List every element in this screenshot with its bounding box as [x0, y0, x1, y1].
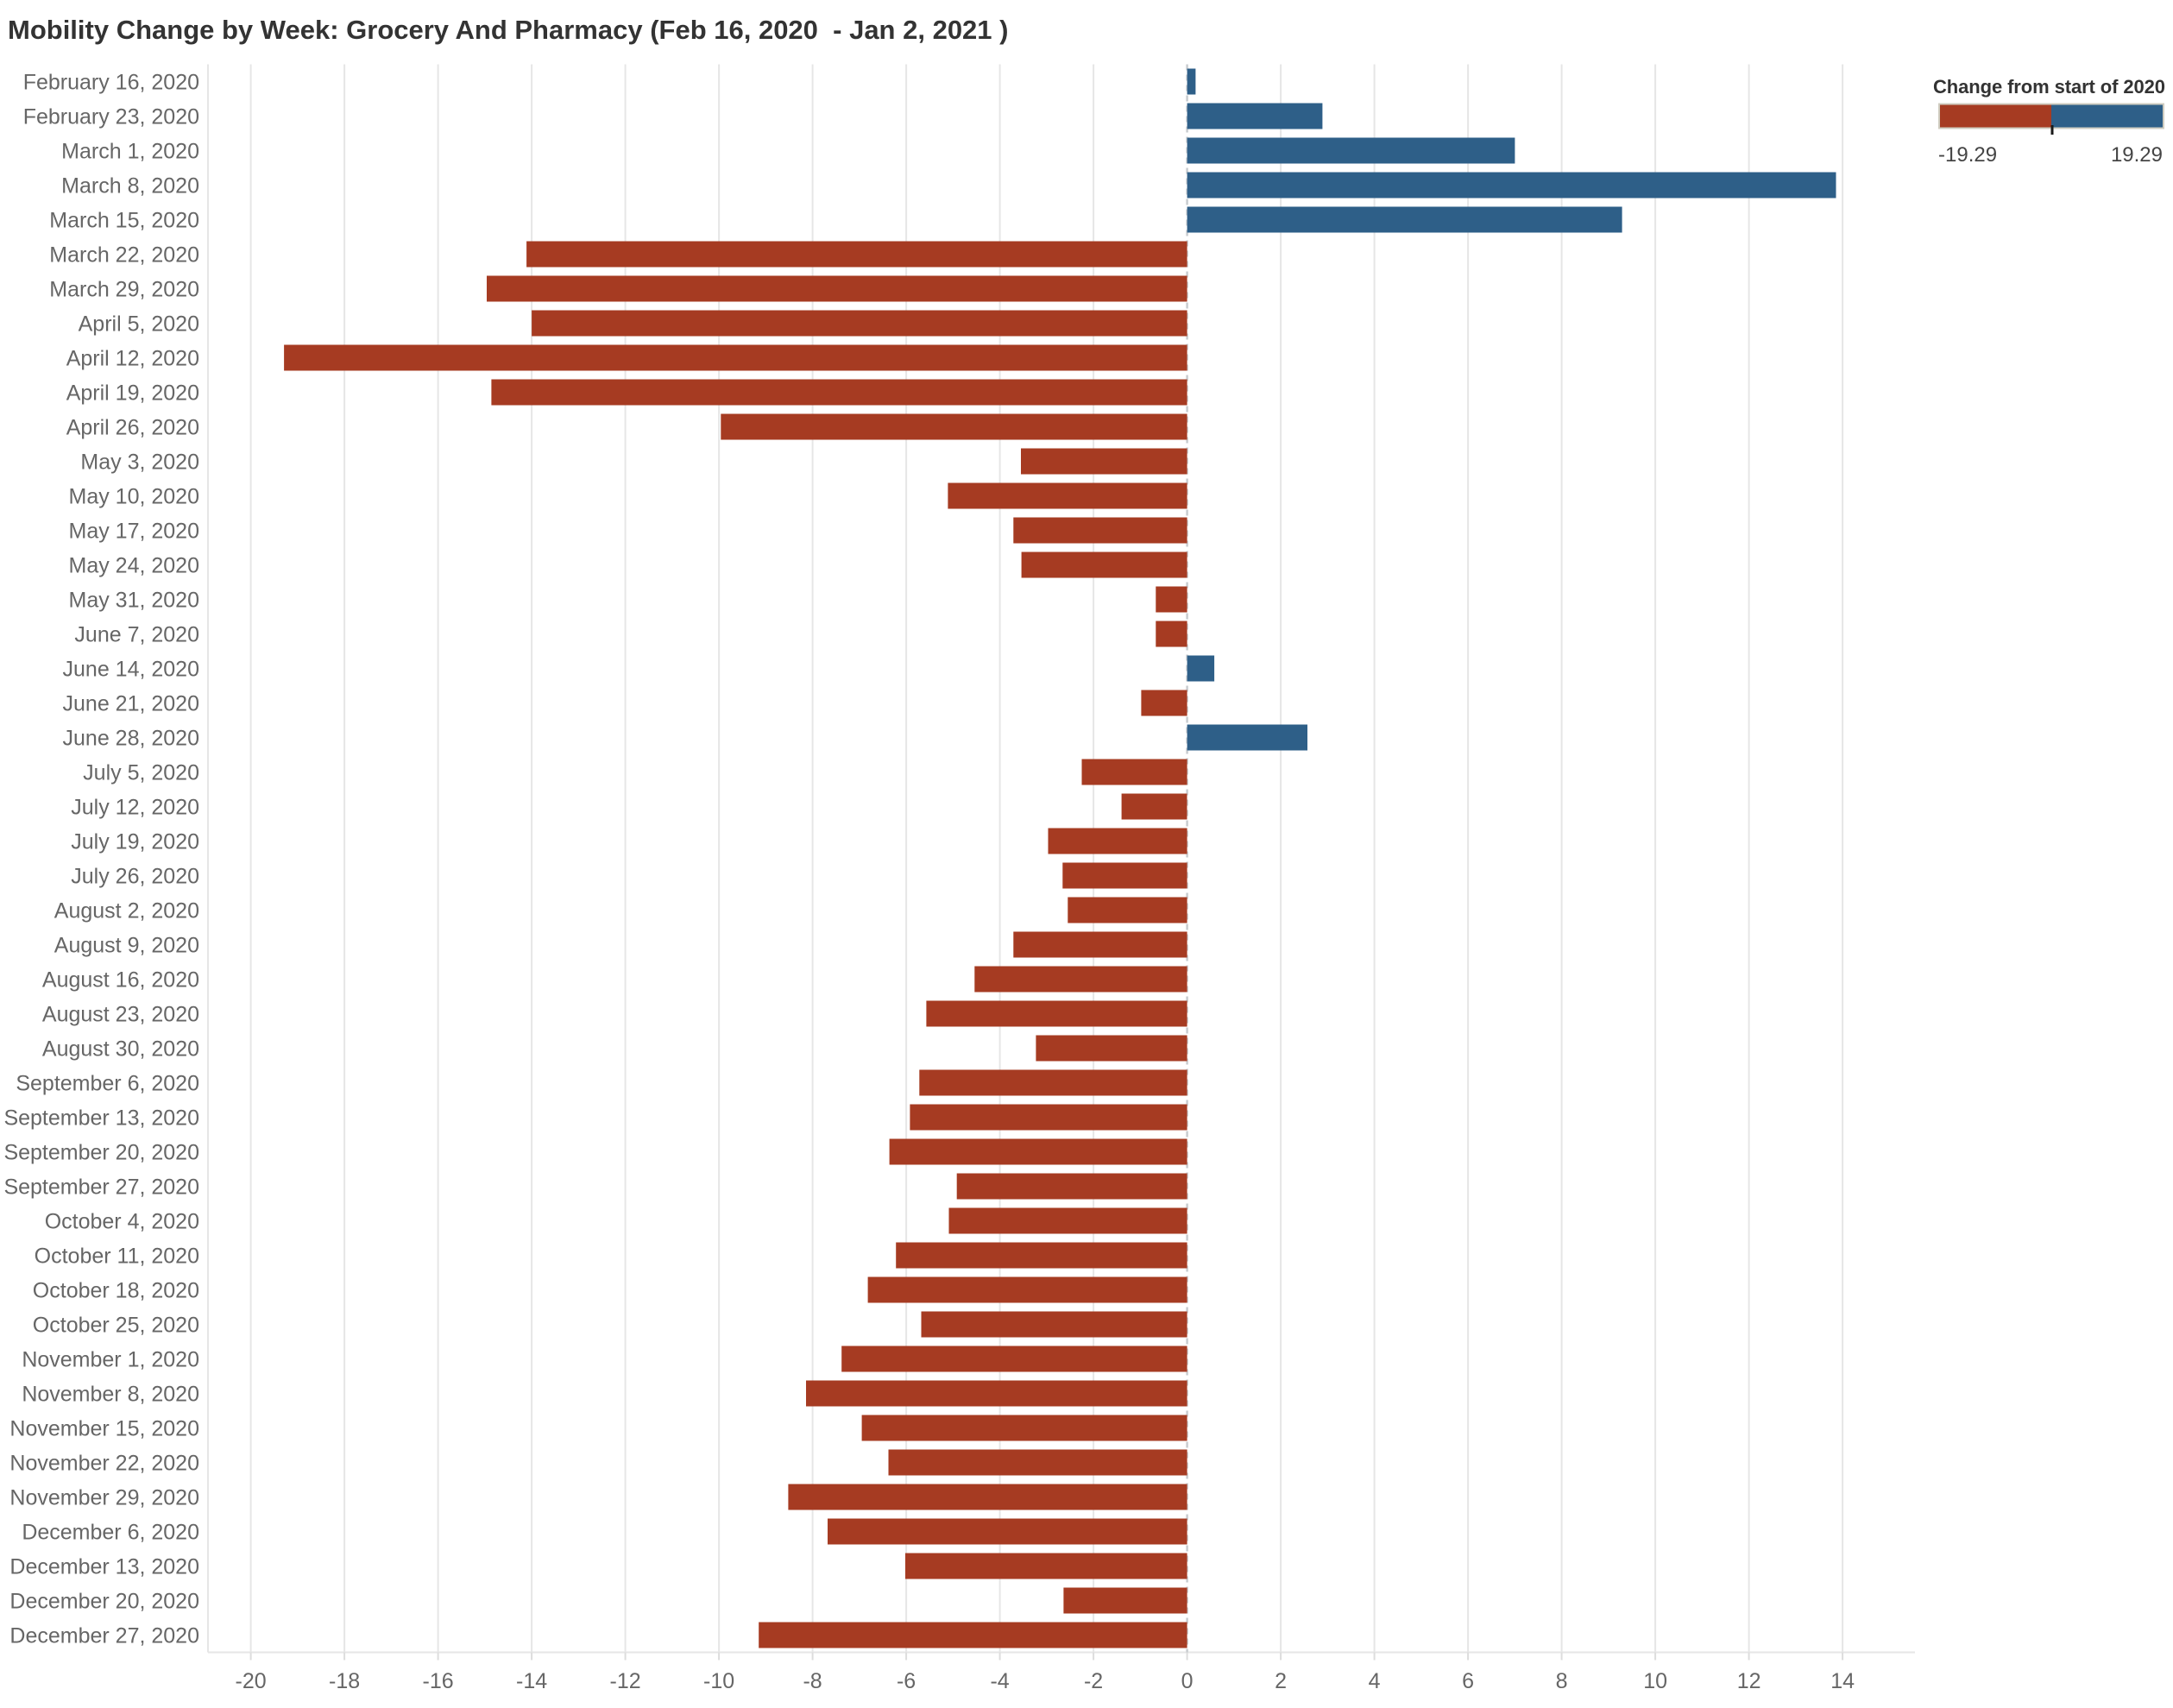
svg-text:November 1, 2020: November 1, 2020 [22, 1347, 199, 1371]
svg-text:Change from start of 2020: Change from start of 2020 [1933, 76, 2165, 98]
svg-text:June 28, 2020: June 28, 2020 [63, 726, 199, 750]
svg-text:August 30, 2020: August 30, 2020 [42, 1037, 199, 1061]
svg-text:May 10, 2020: May 10, 2020 [69, 484, 200, 508]
svg-text:-18: -18 [329, 1669, 360, 1693]
svg-text:May 3, 2020: May 3, 2020 [80, 450, 199, 474]
svg-text:October 18, 2020: October 18, 2020 [33, 1278, 199, 1302]
svg-text:March 15, 2020: March 15, 2020 [49, 208, 199, 232]
svg-text:March 22, 2020: March 22, 2020 [49, 243, 199, 267]
svg-text:-4: -4 [990, 1669, 1009, 1693]
svg-text:November 22, 2020: November 22, 2020 [9, 1451, 199, 1475]
svg-text:February 16, 2020: February 16, 2020 [23, 70, 199, 94]
svg-text:-19.29: -19.29 [1938, 143, 1997, 167]
svg-text:December 13, 2020: December 13, 2020 [9, 1554, 199, 1579]
svg-text:October 11, 2020: October 11, 2020 [35, 1244, 199, 1268]
svg-text:March 1, 2020: March 1, 2020 [61, 139, 199, 163]
svg-text:June 21, 2020: June 21, 2020 [63, 691, 199, 715]
svg-text:12: 12 [1737, 1669, 1761, 1693]
svg-text:December 27, 2020: December 27, 2020 [9, 1623, 199, 1648]
svg-text:August 16, 2020: August 16, 2020 [42, 967, 199, 992]
svg-text:-6: -6 [897, 1669, 916, 1693]
svg-text:-20: -20 [236, 1669, 267, 1693]
svg-text:October 4, 2020: October 4, 2020 [45, 1209, 199, 1233]
svg-text:May 24, 2020: May 24, 2020 [69, 553, 200, 577]
svg-text:4: 4 [1369, 1669, 1381, 1693]
svg-text:September 20, 2020: September 20, 2020 [3, 1140, 199, 1164]
svg-text:May 17, 2020: May 17, 2020 [69, 519, 200, 543]
svg-text:August 9, 2020: August 9, 2020 [54, 933, 199, 957]
svg-text:December 20, 2020: December 20, 2020 [9, 1589, 199, 1613]
svg-text:-2: -2 [1084, 1669, 1103, 1693]
svg-text:November 29, 2020: November 29, 2020 [9, 1485, 199, 1509]
svg-text:2: 2 [1275, 1669, 1287, 1693]
svg-text:19.29: 19.29 [2111, 143, 2163, 167]
svg-text:September 13, 2020: September 13, 2020 [3, 1106, 199, 1130]
svg-text:July 26, 2020: July 26, 2020 [71, 864, 199, 888]
svg-text:April 12, 2020: April 12, 2020 [66, 346, 199, 370]
svg-text:March 29, 2020: March 29, 2020 [49, 277, 199, 301]
svg-text:-12: -12 [610, 1669, 641, 1693]
svg-text:April 19, 2020: April 19, 2020 [66, 381, 199, 405]
svg-text:-16: -16 [423, 1669, 454, 1693]
svg-text:14: 14 [1830, 1669, 1855, 1693]
svg-text:8: 8 [1556, 1669, 1568, 1693]
svg-text:-14: -14 [516, 1669, 547, 1693]
svg-text:April 5, 2020: April 5, 2020 [79, 312, 199, 336]
svg-text:July 12, 2020: July 12, 2020 [71, 795, 199, 819]
svg-text:November 15, 2020: November 15, 2020 [9, 1416, 199, 1440]
svg-text:May 31, 2020: May 31, 2020 [69, 588, 200, 612]
svg-text:December 6, 2020: December 6, 2020 [22, 1520, 199, 1544]
svg-text:November 8, 2020: November 8, 2020 [22, 1382, 199, 1406]
svg-text:0: 0 [1181, 1669, 1194, 1693]
svg-text:-10: -10 [703, 1669, 734, 1693]
svg-text:August 2, 2020: August 2, 2020 [54, 898, 199, 923]
svg-text:Mobility Change by Week: Groce: Mobility Change by Week: Grocery And Pha… [8, 15, 1008, 45]
svg-text:-8: -8 [803, 1669, 822, 1693]
svg-text:6: 6 [1462, 1669, 1474, 1693]
svg-text:February 23, 2020: February 23, 2020 [23, 104, 199, 129]
svg-text:September 27, 2020: September 27, 2020 [3, 1175, 199, 1199]
svg-text:July 19, 2020: July 19, 2020 [71, 829, 199, 854]
svg-text:October 25, 2020: October 25, 2020 [33, 1313, 199, 1337]
svg-text:10: 10 [1643, 1669, 1667, 1693]
svg-text:August 23, 2020: August 23, 2020 [42, 1002, 199, 1026]
svg-text:September 6, 2020: September 6, 2020 [16, 1071, 199, 1095]
svg-text:June 7, 2020: June 7, 2020 [74, 622, 199, 646]
svg-text:July 5, 2020: July 5, 2020 [83, 760, 199, 785]
svg-text:March 8, 2020: March 8, 2020 [61, 173, 199, 198]
svg-text:April 26, 2020: April 26, 2020 [66, 415, 199, 439]
svg-text:June 14, 2020: June 14, 2020 [63, 657, 199, 681]
